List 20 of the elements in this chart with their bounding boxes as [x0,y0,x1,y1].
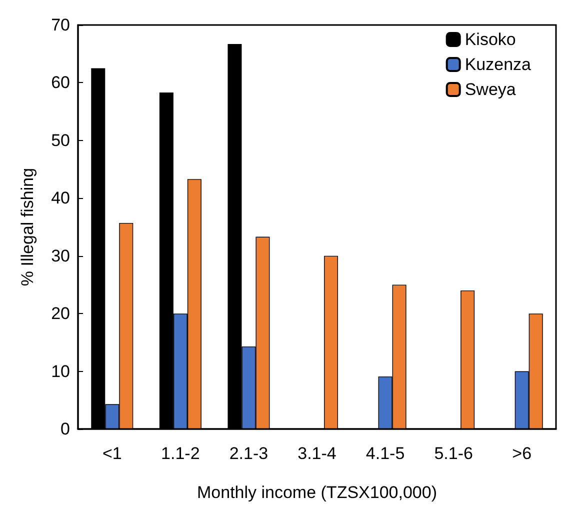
legend-label: Kisoko [464,30,516,49]
legend-label: Sweya [464,80,516,99]
y-axis-title: % Illegal fishing [18,168,37,286]
x-tick-label: 1.1-2 [161,444,200,463]
x-tick-label: 4.1-5 [366,444,405,463]
x-tick-label: 5.1-6 [434,444,473,463]
y-tick-label: 20 [51,304,70,324]
x-tick-label: >6 [512,444,532,463]
x-tick-label: 2.1-3 [229,444,268,463]
y-tick-label: 10 [51,362,70,381]
x-tick-label: 3.1-4 [298,444,336,463]
y-tick-label: 70 [51,16,70,34]
y-tick-label: 40 [51,188,70,208]
y-tick-label: 50 [51,130,70,150]
x-tick-label: <1 [102,444,122,463]
x-axis-title: Monthly income (TZSX100,000) [197,483,437,502]
y-tick-label: 30 [51,246,70,266]
legend-label: Kuzenza [464,55,532,74]
y-tick-label: 0 [60,420,70,438]
y-tick-label: 60 [51,73,70,92]
